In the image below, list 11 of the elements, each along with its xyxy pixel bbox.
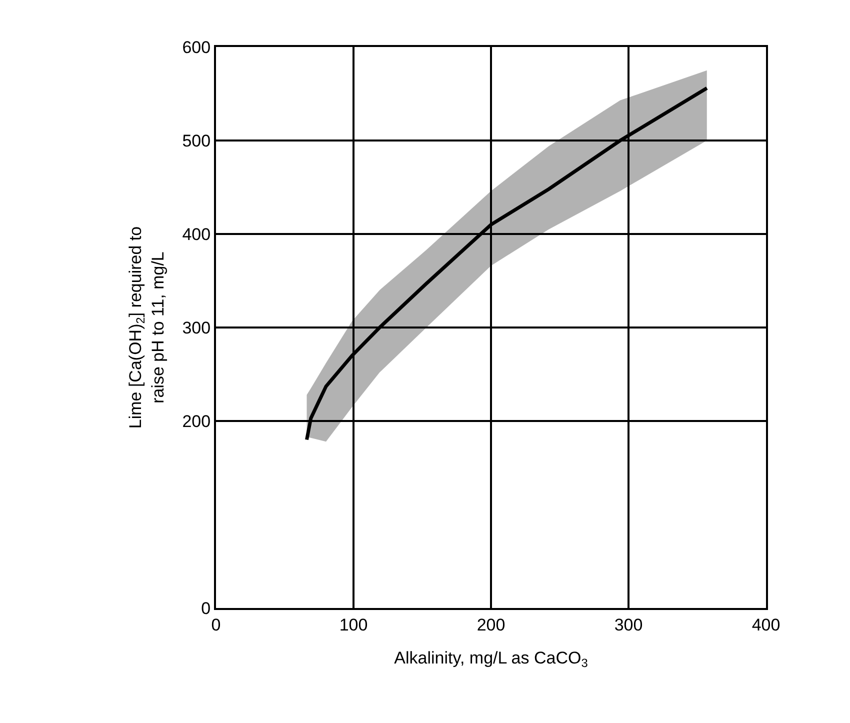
y-tick-label: 300 — [182, 318, 211, 338]
y-tick-label: 0 — [201, 598, 211, 618]
x-tick-label: 200 — [476, 615, 506, 634]
y-tick-label: 200 — [182, 412, 211, 431]
y-tick-label: 400 — [182, 224, 211, 244]
y-tick-label: 600 — [182, 38, 211, 57]
x-tick-label: 400 — [752, 615, 780, 634]
x-tick-label: 100 — [339, 615, 368, 634]
x-axis-title: Alkalinity, mg/L as CaCO$_{3}$ — [394, 648, 588, 670]
x-tick-label: 300 — [614, 615, 643, 634]
y-tick-label: 500 — [182, 131, 211, 150]
